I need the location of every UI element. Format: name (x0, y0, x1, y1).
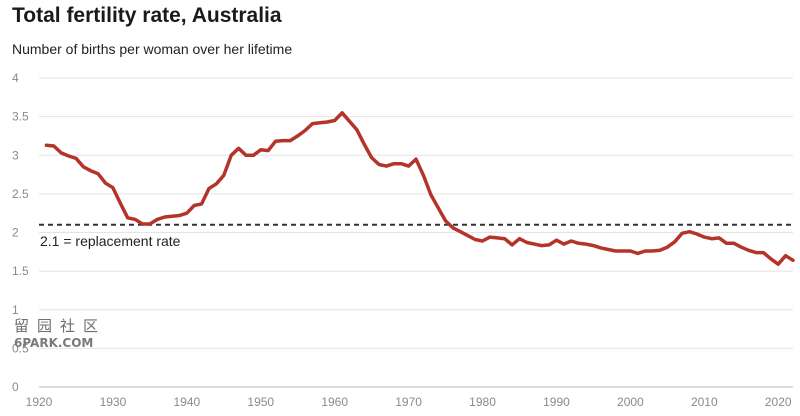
y-tick-label: 3.5 (12, 110, 29, 124)
replacement-rate-label: 2.1 = replacement rate (40, 233, 181, 249)
x-tick-label: 1920 (26, 395, 53, 409)
x-tick-label: 1930 (100, 395, 127, 409)
y-tick-label: 0 (12, 380, 19, 394)
watermark-glyphs: 留园社区 (14, 317, 106, 335)
x-tick-label: 1990 (543, 395, 570, 409)
fertility-series (44, 111, 795, 266)
y-axis-ticks: 0 0.5 1 1.5 2 2.5 3 3.5 4 (12, 71, 29, 394)
chart-title: Total fertility rate, Australia (12, 4, 282, 27)
x-tick-label: 2000 (617, 395, 644, 409)
x-tick-label: 1970 (395, 395, 422, 409)
watermark-text: 6PARK.COM (14, 336, 93, 350)
chart-subtitle: Number of births per woman over her life… (12, 41, 293, 57)
y-tick-label: 4 (12, 71, 19, 85)
x-tick-label: 1980 (469, 395, 496, 409)
fertility-rate-line (44, 111, 795, 266)
grid-lines (39, 77, 793, 388)
x-tick-label: 2020 (765, 395, 792, 409)
y-tick-label: 0.5 (12, 341, 29, 355)
watermark: 留园社区 6PARK.COM (14, 317, 106, 350)
x-tick-label: 1950 (247, 395, 274, 409)
y-tick-label: 1.5 (12, 264, 29, 278)
x-tick-label: 1960 (321, 395, 348, 409)
y-tick-label: 2.5 (12, 187, 29, 201)
x-tick-label: 2010 (691, 395, 718, 409)
y-tick-label: 1 (12, 303, 19, 317)
y-tick-label: 2 (12, 226, 19, 240)
x-axis-ticks: 1920 1930 1940 1950 1960 1970 1980 1990 2000 2010… (26, 395, 792, 409)
y-tick-label: 3 (12, 148, 19, 162)
replacement-rate-reference: 2.1 = replacement rate (39, 223, 793, 249)
x-tick-label: 1940 (173, 395, 200, 409)
